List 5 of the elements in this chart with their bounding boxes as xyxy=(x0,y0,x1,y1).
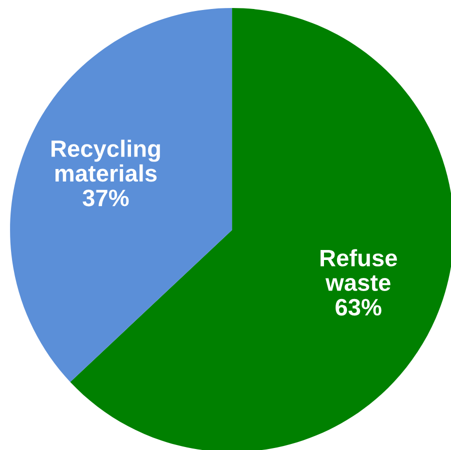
data-label: 63% xyxy=(336,298,382,316)
slice-label: Recycling materials xyxy=(52,140,160,182)
slice-label: Refuse waste xyxy=(320,249,397,291)
data-label: 37% xyxy=(82,190,129,206)
pie-slice xyxy=(10,8,232,382)
